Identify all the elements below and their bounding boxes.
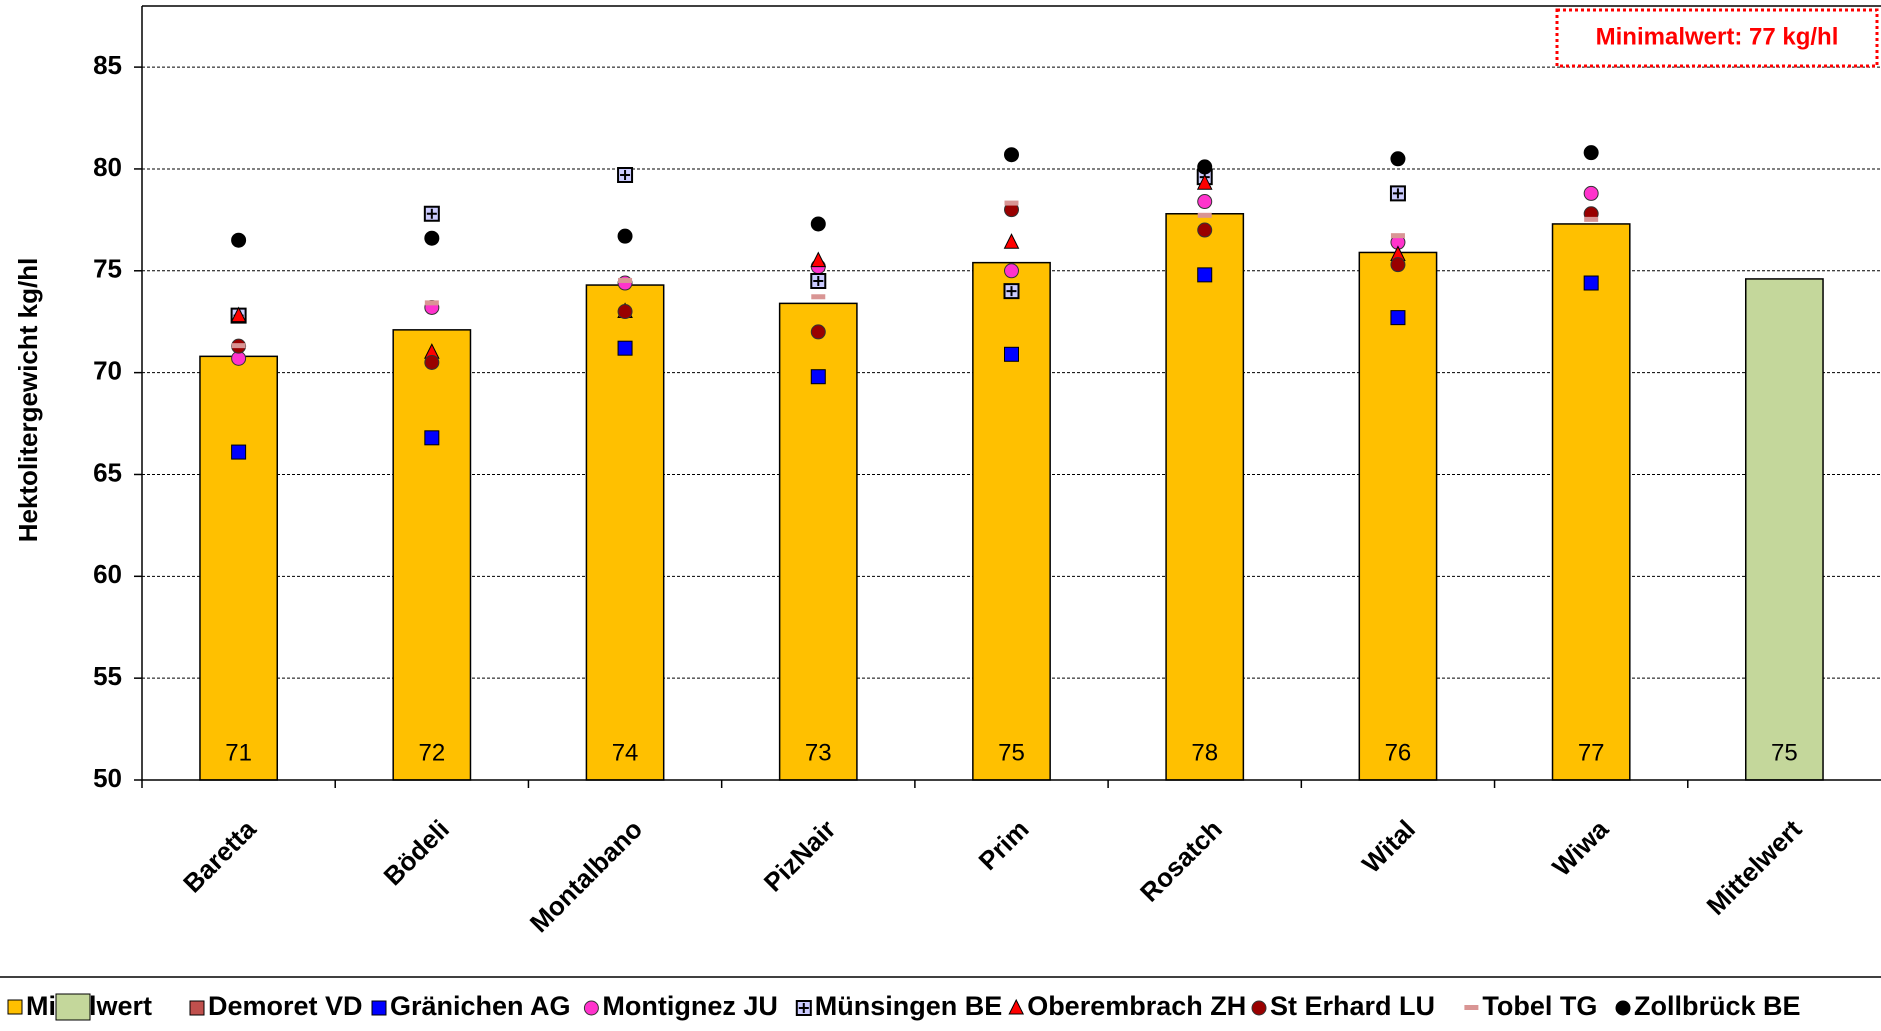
plot-frame — [141, 5, 1881, 781]
legend-label: St Erhard LU — [1270, 991, 1435, 1021]
bar — [1551, 223, 1631, 781]
bar — [1358, 251, 1438, 781]
legend-marker — [795, 1000, 812, 1016]
data-point — [1003, 283, 1020, 300]
data-point — [423, 205, 440, 222]
legend-marker — [1464, 1005, 1479, 1010]
data-point — [1390, 257, 1406, 273]
bar-value-label: 72 — [418, 739, 445, 766]
data-point — [617, 340, 633, 356]
annotation-box — [1555, 8, 1879, 68]
legend-label: Oberembrach ZH — [1027, 991, 1246, 1021]
data-point — [618, 277, 633, 283]
data-point — [1003, 233, 1020, 249]
data-point — [1004, 147, 1019, 163]
data-point — [1390, 233, 1405, 239]
y-tick-label: 70 — [93, 356, 122, 386]
y-tick-label: 65 — [93, 457, 122, 487]
data-point — [424, 430, 440, 446]
data-point — [1197, 222, 1213, 238]
legend-label: Zollbrück BE — [1634, 991, 1801, 1021]
data-point — [1390, 151, 1406, 167]
data-point — [617, 228, 633, 244]
annotation: Minimalwert: 77 kg/hl — [1596, 23, 1839, 50]
y-axis-label: Hektolitergewicht kg/hl — [13, 258, 43, 543]
legend-marker — [1615, 1000, 1631, 1016]
data-point — [1004, 200, 1019, 206]
legend-label: Münsingen BE — [815, 991, 1003, 1021]
data-point — [231, 232, 247, 248]
bar — [199, 355, 279, 781]
bar — [392, 329, 472, 781]
data-point — [424, 300, 439, 306]
legend-label: Demoret VD — [208, 991, 363, 1021]
legend-marker — [1008, 998, 1025, 1015]
data-point — [230, 306, 247, 323]
legend-marker — [1251, 1000, 1267, 1016]
data-point — [810, 216, 826, 232]
legend-marker — [583, 1000, 599, 1016]
legend-label: Tobel TG — [1482, 991, 1597, 1021]
legend-swatch — [7, 999, 23, 1015]
bar-value-label: 71 — [225, 739, 252, 766]
y-tick-label: 50 — [93, 763, 122, 793]
bar-value-label: 74 — [612, 739, 639, 766]
data-point — [1390, 310, 1406, 326]
data-point — [617, 167, 634, 184]
data-point — [617, 304, 633, 320]
data-point — [810, 272, 827, 289]
legend-marker — [189, 1000, 205, 1016]
data-point — [810, 324, 826, 340]
data-point — [1583, 185, 1599, 201]
y-tick-label: 75 — [93, 254, 122, 284]
data-point — [231, 343, 246, 349]
data-point — [1196, 174, 1213, 190]
data-point — [811, 294, 826, 300]
legend-label: Montignez JU — [602, 991, 778, 1021]
data-point — [1197, 267, 1213, 283]
bar-value-label: 78 — [1191, 739, 1218, 766]
bar-value-label: 76 — [1385, 739, 1412, 766]
data-point — [1583, 145, 1599, 161]
data-point — [1197, 159, 1213, 175]
y-tick-label: 85 — [93, 50, 122, 80]
y-tick-label: 60 — [93, 559, 122, 589]
legend-label: Gränichen AG — [390, 991, 571, 1021]
bar — [972, 261, 1051, 781]
bar-value-label: 75 — [1771, 739, 1798, 766]
bar — [1165, 213, 1245, 781]
data-point — [810, 369, 826, 385]
data-point — [424, 230, 440, 246]
bar-value-label: 77 — [1578, 739, 1605, 766]
y-tick-label: 80 — [93, 152, 122, 182]
bar-value-label: 75 — [998, 739, 1025, 766]
data-point — [810, 251, 827, 268]
data-point — [231, 444, 247, 460]
data-point — [1004, 263, 1019, 279]
data-point — [424, 354, 440, 370]
bar-value-label: 73 — [805, 739, 832, 766]
data-point — [1584, 216, 1599, 222]
data-point — [1389, 185, 1406, 202]
bar — [585, 284, 665, 781]
data-point — [1197, 212, 1212, 218]
bar — [1744, 278, 1824, 781]
data-point — [1004, 346, 1019, 362]
y-tick-label: 55 — [93, 661, 122, 691]
legend-swatch — [55, 993, 91, 1021]
data-point — [1197, 194, 1213, 210]
legend-marker — [371, 1000, 387, 1016]
data-point — [1583, 275, 1599, 291]
